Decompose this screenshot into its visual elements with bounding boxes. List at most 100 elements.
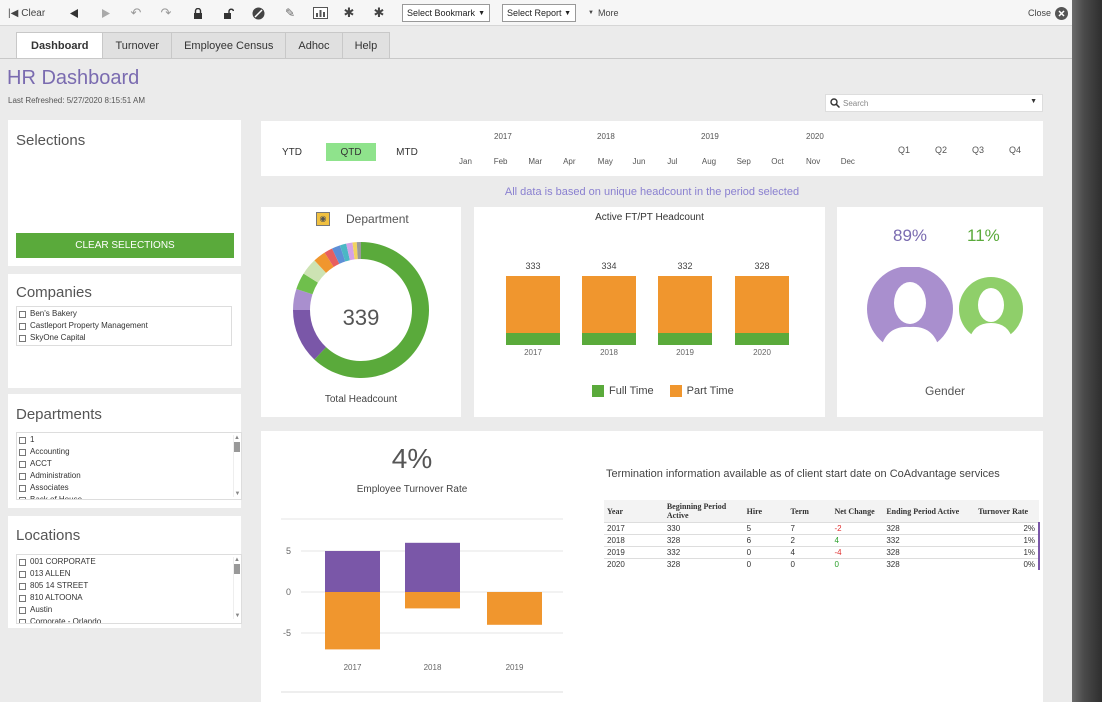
close-button[interactable]: Close: [1022, 4, 1068, 22]
checkbox[interactable]: [19, 436, 26, 444]
scroll-down-icon[interactable]: ▼: [234, 491, 241, 497]
period-mtd[interactable]: MTD: [396, 146, 418, 158]
chevron-down-icon[interactable]: ▼: [1030, 98, 1037, 105]
donut-slice[interactable]: [324, 248, 340, 267]
bar-term[interactable]: [405, 592, 460, 609]
tab-help[interactable]: Help: [341, 32, 391, 58]
scroll-up-icon[interactable]: ▲: [234, 435, 240, 441]
bar-part-time[interactable]: [582, 276, 636, 333]
bar-term[interactable]: [325, 592, 380, 650]
year-label[interactable]: 2017: [494, 132, 512, 141]
back-icon[interactable]: [66, 4, 82, 22]
bar-full-time[interactable]: [658, 333, 712, 345]
scroll-down-icon[interactable]: ▼: [234, 613, 241, 619]
month-button[interactable]: Oct: [771, 157, 784, 166]
tab-employee-census[interactable]: Employee Census: [171, 32, 287, 58]
month-button[interactable]: Jul: [667, 157, 678, 166]
table-row[interactable]: 2020 328 0 0 0 328 0%: [604, 558, 1040, 570]
checkbox[interactable]: [19, 484, 26, 492]
list-item[interactable]: Ben's Bakery: [19, 308, 229, 320]
month-button[interactable]: May: [597, 157, 613, 166]
checkbox[interactable]: [19, 594, 26, 602]
unlock-icon[interactable]: [220, 4, 236, 22]
checkbox[interactable]: [19, 310, 26, 318]
scroll-up-icon[interactable]: ▲: [234, 557, 240, 563]
list-item[interactable]: Back of House: [19, 494, 239, 499]
checkbox[interactable]: [19, 496, 26, 499]
select-report-dropdown[interactable]: Select Report ▼: [502, 4, 576, 22]
list-item[interactable]: 1: [19, 434, 239, 446]
bar-term[interactable]: [487, 592, 542, 625]
headcount-bar-chart[interactable]: 333 2017 334 2018 332 2019 328 2020: [474, 237, 825, 397]
month-button[interactable]: Apr: [563, 157, 576, 166]
checkbox[interactable]: [19, 460, 26, 468]
search-box[interactable]: Search ▼: [825, 94, 1043, 112]
checkbox[interactable]: [19, 472, 26, 480]
table-row[interactable]: 2017 330 5 7 -2 328 2%: [604, 522, 1040, 535]
gender-chart[interactable]: [837, 267, 1043, 357]
bar-part-time[interactable]: [506, 276, 560, 333]
search-input[interactable]: Search: [843, 98, 869, 108]
clear-filter-icon[interactable]: [250, 4, 266, 22]
bar-hire[interactable]: [405, 542, 460, 592]
redo-icon[interactable]: ↷: [160, 5, 172, 20]
clear-button[interactable]: |◀ Clear: [8, 4, 56, 22]
donut-slice[interactable]: [314, 242, 429, 378]
donut-slice[interactable]: [356, 242, 361, 260]
bar-full-time[interactable]: [582, 333, 636, 345]
month-button[interactable]: Dec: [840, 157, 855, 166]
clear-selections-button[interactable]: CLEAR SELECTIONS: [16, 233, 234, 258]
donut-slice[interactable]: [293, 310, 327, 360]
scrollbar[interactable]: ▲ ▼: [233, 435, 240, 497]
quarter-button[interactable]: Q4: [1009, 145, 1022, 155]
bar-hire[interactable]: [325, 551, 380, 592]
list-item[interactable]: 805 14 STREET: [19, 580, 239, 592]
period-ytd[interactable]: YTD: [282, 146, 302, 158]
donut-slice[interactable]: [339, 243, 350, 262]
scroll-thumb[interactable]: [234, 442, 240, 452]
checkbox[interactable]: [19, 582, 26, 590]
chart-icon[interactable]: [311, 4, 329, 22]
donut-slice[interactable]: [303, 260, 327, 283]
bookmark-add-icon[interactable]: ✱: [343, 5, 355, 20]
bar-full-time[interactable]: [735, 333, 789, 345]
tab-turnover[interactable]: Turnover: [102, 32, 173, 58]
bar-part-time[interactable]: [735, 276, 789, 333]
scrollbar[interactable]: ▲ ▼: [233, 557, 240, 619]
donut-slice[interactable]: [293, 288, 313, 310]
table-row[interactable]: 2019 332 0 4 -4 328 1%: [604, 546, 1040, 559]
list-item[interactable]: Austin: [19, 604, 239, 616]
year-label[interactable]: 2019: [701, 132, 719, 141]
bookmark-icon[interactable]: ✱: [373, 5, 385, 20]
undo-icon[interactable]: ↶: [130, 5, 142, 20]
checkbox[interactable]: [19, 606, 26, 614]
list-item[interactable]: 001 CORPORATE: [19, 556, 239, 568]
list-item[interactable]: 810 ALTOONA: [19, 592, 239, 604]
table-row[interactable]: 2018 328 6 2 4 332 1%: [604, 534, 1040, 547]
month-button[interactable]: Feb: [493, 157, 508, 166]
list-item[interactable]: Castleport Property Management: [19, 320, 229, 332]
quarter-button[interactable]: Q2: [935, 145, 948, 155]
checkbox[interactable]: [19, 558, 26, 566]
year-label[interactable]: 2020: [806, 132, 824, 141]
department-donut-chart[interactable]: [261, 233, 461, 403]
department-icon[interactable]: ◉: [316, 212, 330, 226]
checkbox[interactable]: [19, 570, 26, 578]
period-qtd[interactable]: QTD: [326, 143, 376, 161]
donut-slice[interactable]: [346, 242, 355, 261]
scroll-thumb[interactable]: [234, 564, 240, 574]
list-item[interactable]: Associates: [19, 482, 239, 494]
bar-full-time[interactable]: [506, 333, 560, 345]
month-button[interactable]: Aug: [701, 157, 717, 166]
edit-icon[interactable]: ✎: [284, 6, 296, 20]
month-button[interactable]: Jan: [459, 157, 472, 166]
select-bookmark-dropdown[interactable]: Select Bookmark ▼: [402, 4, 490, 22]
bar-part-time[interactable]: [658, 276, 712, 333]
month-button[interactable]: Nov: [806, 157, 821, 166]
list-item[interactable]: Accounting: [19, 446, 239, 458]
donut-slice[interactable]: [314, 252, 334, 273]
lock-icon[interactable]: [190, 4, 206, 22]
month-button[interactable]: Mar: [528, 157, 543, 166]
quarter-button[interactable]: Q3: [972, 145, 985, 155]
month-button[interactable]: Jun: [632, 157, 646, 166]
